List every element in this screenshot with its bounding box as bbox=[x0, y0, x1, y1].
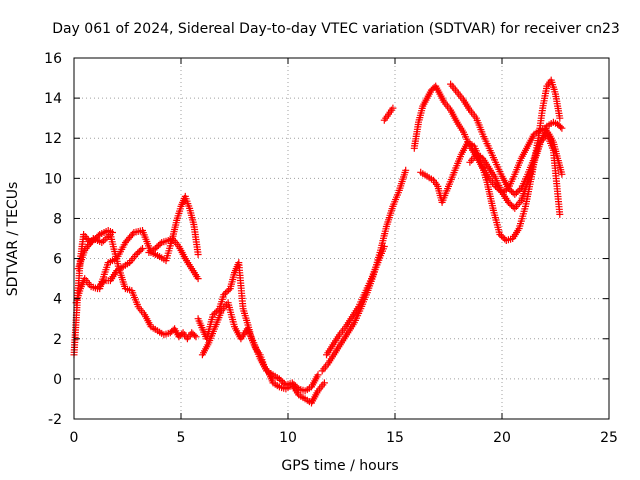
series-trace-n bbox=[466, 130, 564, 218]
x-tick-label: 25 bbox=[600, 430, 618, 446]
y-axis-ticks: -2 0 2 4 6 8 10 12 14 16 bbox=[44, 51, 609, 428]
series-trace-l bbox=[417, 76, 564, 244]
y-tick-label: 14 bbox=[44, 91, 62, 107]
x-tick-label: 20 bbox=[493, 430, 511, 446]
series-trace-e bbox=[145, 235, 202, 283]
data-points bbox=[70, 76, 566, 407]
x-tick-label: 10 bbox=[279, 430, 297, 446]
y-tick-label: 8 bbox=[53, 211, 62, 227]
y-tick-label: 4 bbox=[53, 292, 62, 308]
series-trace-f bbox=[194, 259, 328, 407]
series-trace-i bbox=[323, 243, 388, 359]
series-trace-k bbox=[410, 82, 566, 196]
y-tick-label: 6 bbox=[53, 252, 62, 268]
y-axis-label: SDTVAR / TECUs bbox=[5, 182, 21, 297]
x-axis-label: GPS time / hours bbox=[281, 458, 398, 474]
series-trace-c bbox=[74, 231, 200, 343]
x-tick-label: 5 bbox=[177, 430, 186, 446]
x-axis-ticks: 0 5 10 15 20 25 bbox=[70, 58, 618, 446]
x-tick-label: 0 bbox=[70, 430, 79, 446]
y-tick-label: 2 bbox=[53, 332, 62, 348]
series-trace-j bbox=[380, 104, 397, 124]
series-trace-d bbox=[96, 192, 202, 293]
x-tick-label: 15 bbox=[386, 430, 404, 446]
chart-title: Day 061 of 2024, Sidereal Day-to-day VTE… bbox=[52, 21, 620, 37]
y-tick-label: 0 bbox=[53, 372, 62, 388]
plot-frame bbox=[73, 57, 610, 420]
series-trace-g bbox=[198, 299, 322, 395]
y-tick-label: 10 bbox=[44, 171, 62, 187]
y-tick-label: -2 bbox=[48, 412, 62, 428]
y-tick-label: 12 bbox=[44, 131, 62, 147]
y-tick-label: 16 bbox=[44, 51, 62, 67]
grid bbox=[74, 58, 609, 419]
